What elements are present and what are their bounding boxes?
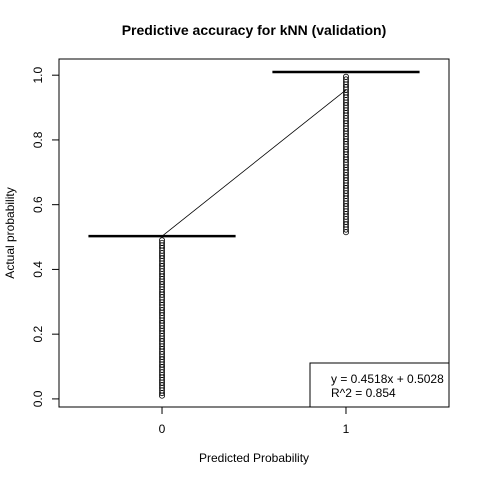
group-mean-lines <box>88 70 420 238</box>
fit-line-group <box>161 89 347 237</box>
fit-line <box>161 89 347 237</box>
legend-box: y = 0.4518x + 0.5028 R^2 = 0.854 <box>309 362 450 408</box>
y-tick-label: 0.4 <box>31 261 45 278</box>
data-point <box>159 239 166 246</box>
data-points <box>159 73 349 399</box>
legend-frame <box>309 362 450 408</box>
y-axis: 0.0 0.2 0.4 0.6 0.8 1.0 <box>31 67 60 407</box>
y-axis-label: Actual probability <box>3 187 17 278</box>
legend-equation: y = 0.4518x + 0.5028 <box>331 372 444 386</box>
y-tick-label: 0.0 <box>31 390 45 407</box>
y-tick-label: 0.6 <box>31 196 45 213</box>
legend-r-squared: R^2 = 0.854 <box>331 386 396 400</box>
data-point <box>159 237 166 244</box>
y-tick-label: 0.8 <box>31 131 45 148</box>
plot-frame <box>58 58 450 408</box>
y-tick-label: 0.2 <box>31 325 45 342</box>
x-tick-label: 0 <box>159 422 166 436</box>
data-point <box>342 76 349 83</box>
y-tick-label: 1.0 <box>31 67 45 84</box>
chart-title: Predictive accuracy for kNN (validation) <box>122 22 387 38</box>
x-axis-label: Predicted Probability <box>199 451 309 465</box>
x-tick-label: 1 <box>343 422 350 436</box>
data-point <box>342 73 349 80</box>
